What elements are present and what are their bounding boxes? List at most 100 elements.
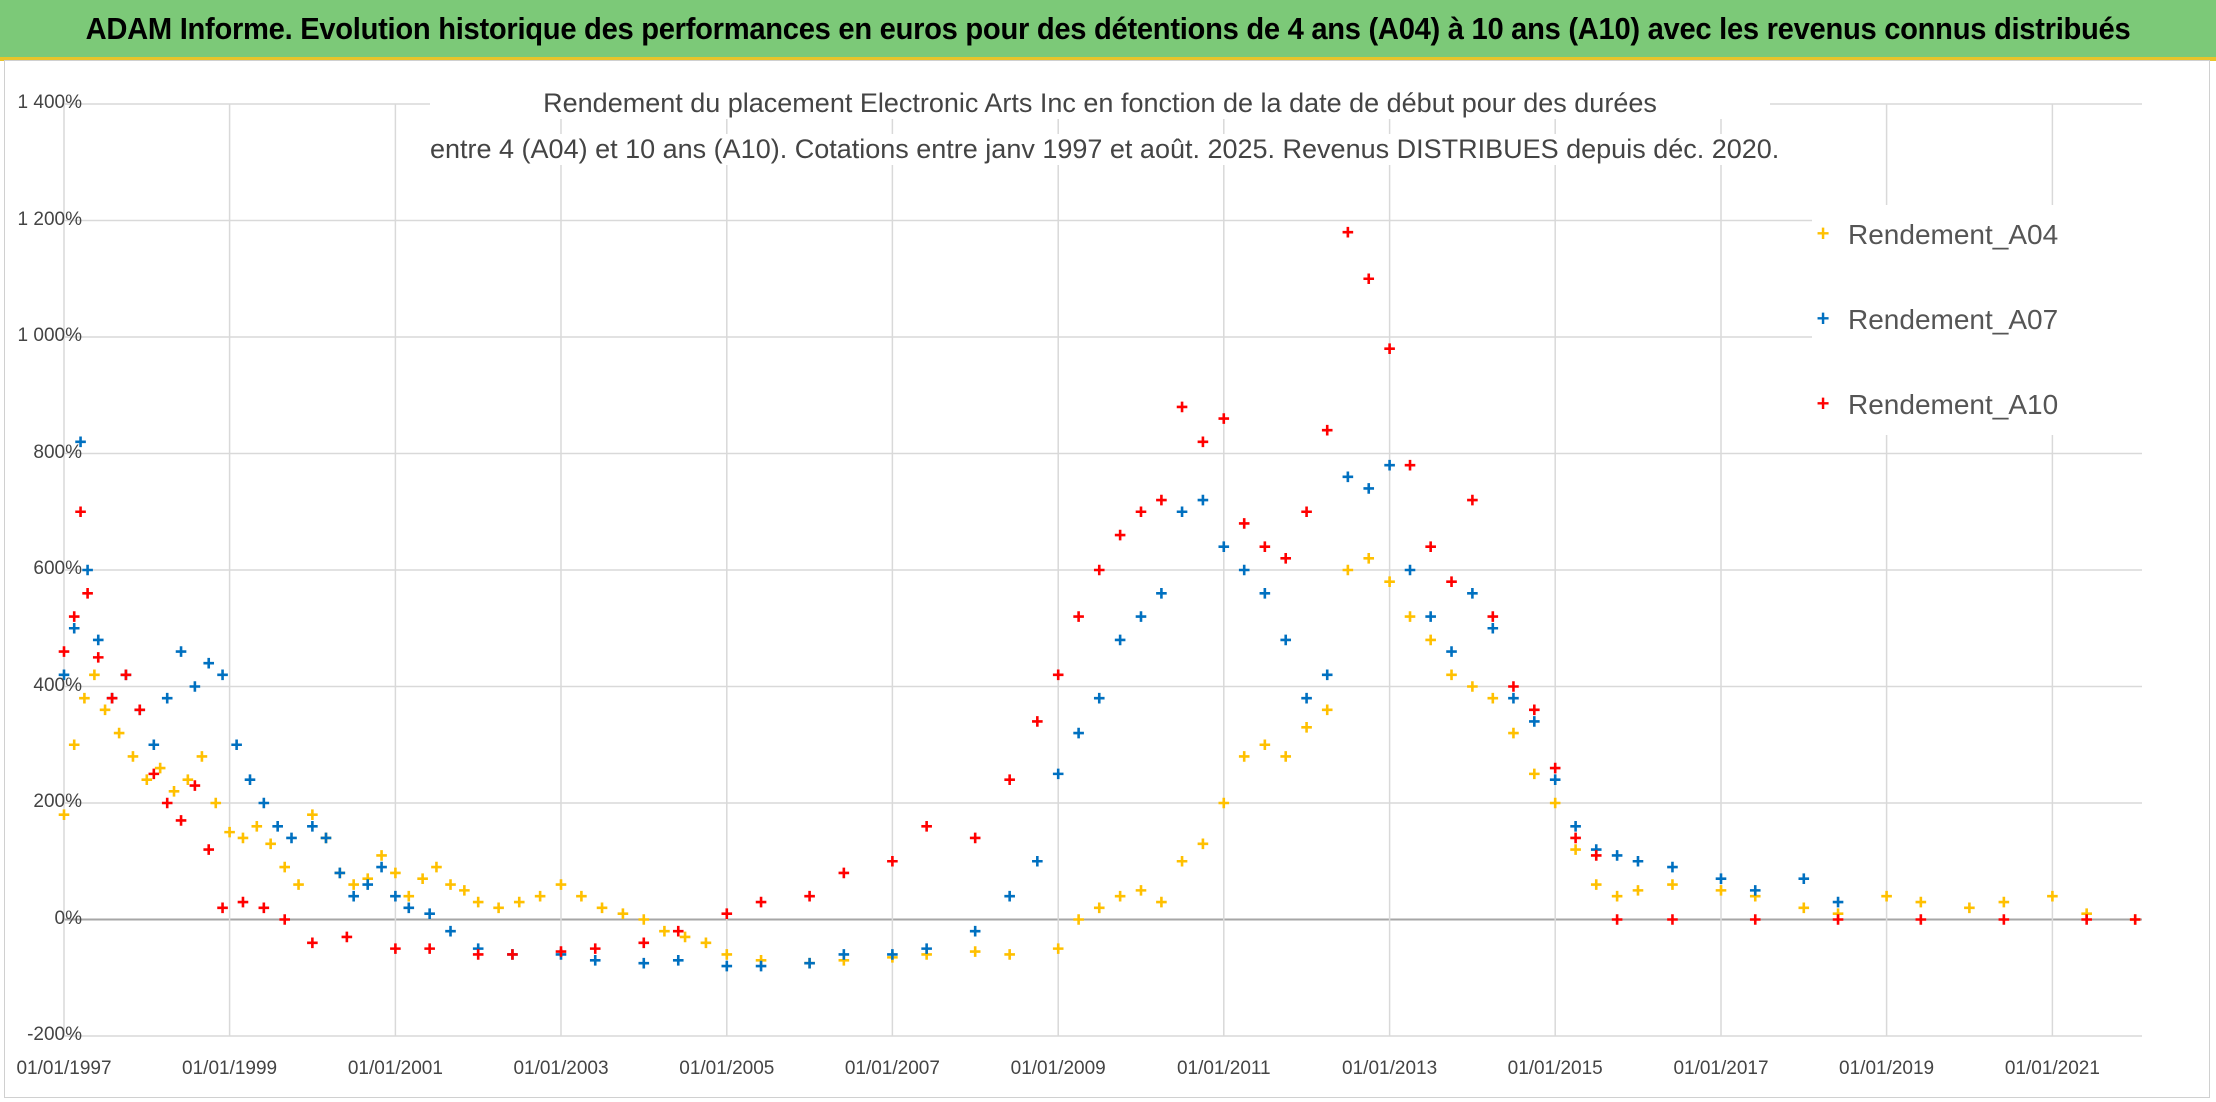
data-point (679, 931, 691, 943)
data-point (307, 937, 318, 949)
data-point (1749, 914, 1761, 925)
data-point (307, 809, 318, 820)
data-point (189, 681, 201, 692)
data-point (1425, 634, 1436, 646)
data-point (231, 739, 242, 751)
data-point (838, 949, 850, 960)
data-point (196, 751, 208, 762)
data-point (148, 768, 160, 780)
data-point (1363, 553, 1375, 564)
data-point (1998, 896, 2010, 908)
data-point (804, 957, 815, 969)
data-point (721, 949, 733, 960)
data-point (75, 506, 86, 518)
x-tick-label: 01/01/2021 (2004, 1058, 2100, 1079)
data-point (1529, 716, 1540, 727)
data-point (1176, 401, 1188, 413)
data-point (513, 896, 525, 908)
data-point (1238, 751, 1250, 762)
data-point (1446, 576, 1457, 587)
x-tick-label: 01/01/2019 (1839, 1058, 1935, 1079)
data-point (1032, 855, 1043, 867)
data-point (279, 914, 291, 925)
data-point (1093, 902, 1105, 914)
data-point (1798, 873, 1810, 885)
data-point (700, 937, 712, 949)
data-point (1218, 413, 1230, 424)
data-point (1667, 861, 1678, 873)
data-point (1197, 494, 1209, 506)
data-point (265, 838, 276, 850)
data-point (445, 925, 456, 937)
data-point (1404, 564, 1416, 576)
data-point (1280, 751, 1292, 762)
data-point (390, 943, 401, 954)
data-point (1238, 564, 1250, 576)
data-point (1321, 424, 1333, 436)
data-point (555, 879, 567, 890)
data-point (921, 821, 932, 832)
legend-marker-a10: + (1816, 391, 1830, 416)
data-point (1529, 704, 1540, 716)
data-point (459, 885, 470, 896)
x-tick-label: 01/01/2001 (347, 1058, 443, 1079)
data-point (1052, 768, 1064, 780)
data-point (472, 896, 484, 908)
data-point (272, 821, 283, 832)
data-point (1197, 436, 1209, 448)
legend-marker-a04: + (1816, 221, 1830, 246)
data-point (1301, 692, 1312, 704)
data-point (1487, 622, 1499, 634)
data-point (224, 826, 235, 838)
legend-label-a04: Rendement_A04 (1848, 219, 2059, 250)
data-point (1881, 890, 1892, 902)
data-point (182, 774, 194, 785)
y-tick-label: 600% (33, 558, 82, 579)
x-tick-label: 01/01/2017 (1673, 1058, 1769, 1079)
legend-marker-a07: + (1816, 306, 1830, 331)
data-point (1114, 634, 1126, 646)
data-point (390, 890, 401, 902)
data-point (168, 786, 180, 797)
data-point (1342, 226, 1354, 238)
y-tick-label: -200% (27, 1024, 82, 1045)
x-tick-label: 01/01/2009 (1010, 1058, 1106, 1079)
y-tick-label: 1 000% (17, 325, 82, 346)
x-tick-label: 01/01/2015 (1507, 1058, 1603, 1079)
data-point (1301, 721, 1312, 733)
data-point (348, 890, 359, 902)
data-point (969, 925, 981, 937)
data-point (1197, 838, 1209, 850)
data-point (99, 704, 111, 716)
data-point (1114, 890, 1126, 902)
data-point (1446, 646, 1457, 657)
data-point (58, 669, 70, 681)
data-point (887, 855, 898, 867)
data-point (1259, 541, 1271, 552)
data-point (1073, 914, 1084, 925)
data-point (617, 908, 629, 919)
series-Rendement_A04 (58, 553, 2141, 969)
data-point (161, 797, 173, 809)
data-point (58, 646, 70, 657)
data-point (721, 960, 733, 972)
data-point (1052, 943, 1064, 954)
data-point (134, 704, 146, 716)
data-point (672, 925, 684, 937)
x-tick-label: 01/01/2013 (1342, 1058, 1438, 1079)
data-point (1549, 762, 1561, 774)
data-point (1611, 850, 1623, 861)
data-point (89, 669, 100, 681)
data-point (1004, 949, 1015, 960)
data-point (1259, 739, 1271, 751)
data-point (493, 902, 504, 914)
data-point (1156, 494, 1167, 506)
data-point (175, 646, 187, 657)
data-point (92, 652, 104, 663)
data-point (1915, 896, 1927, 908)
data-point (1384, 343, 1395, 354)
data-point (258, 797, 270, 809)
data-point (431, 861, 442, 873)
data-point (1176, 506, 1188, 518)
